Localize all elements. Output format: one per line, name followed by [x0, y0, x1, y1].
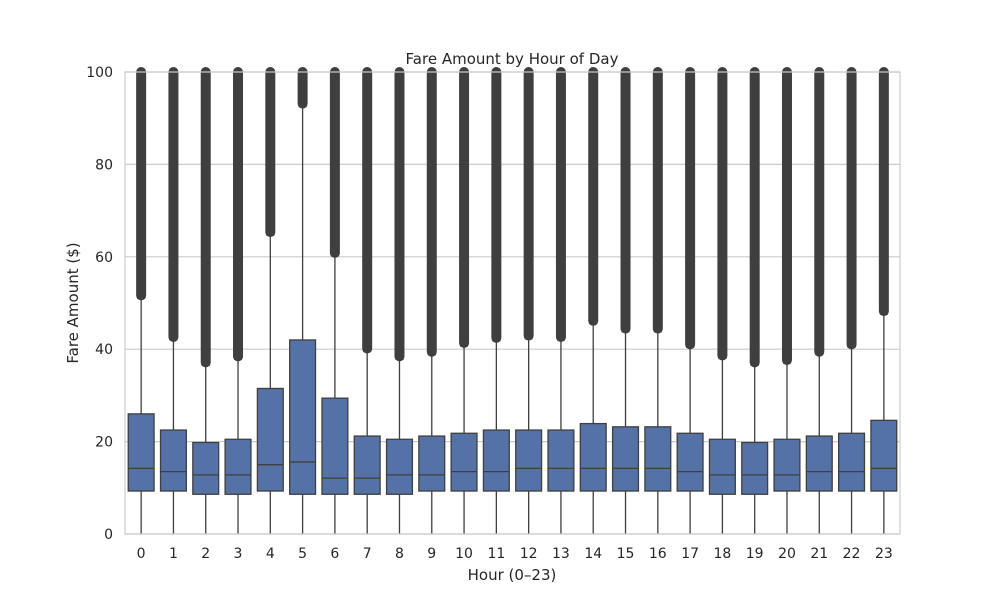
- box-iqr: [741, 441, 769, 495]
- box-hour-9: [418, 354, 446, 534]
- box-hour-3: [224, 358, 252, 534]
- box-iqr: [127, 413, 155, 492]
- box-iqr: [353, 435, 381, 495]
- box-iqr: [547, 429, 575, 492]
- box-hour-8: [385, 358, 414, 534]
- box-hour-6: [321, 255, 349, 534]
- box-hour-20: [773, 362, 801, 534]
- x-axis-label: Hour (0–23): [468, 566, 557, 584]
- box-iqr: [450, 432, 478, 492]
- box-hour-4: [256, 234, 284, 534]
- box-hour-16: [644, 330, 672, 534]
- x-tick-label: 9: [427, 546, 436, 562]
- box-hour-22: [837, 346, 866, 534]
- box-iqr: [644, 426, 672, 492]
- box-hour-21: [805, 354, 833, 534]
- x-tick-label: 7: [363, 546, 372, 562]
- box-hour-0: [127, 297, 155, 534]
- x-tick-label: 3: [234, 546, 243, 562]
- box-hour-1: [159, 339, 188, 534]
- box-iqr: [579, 422, 607, 492]
- x-tick-label: 10: [455, 546, 473, 562]
- x-tick-label: 22: [843, 546, 861, 562]
- box-iqr: [676, 432, 704, 492]
- x-tick-label: 16: [649, 546, 667, 562]
- box-hour-23: [870, 313, 898, 534]
- box-iqr: [482, 429, 510, 492]
- plot-frame: [124, 71, 901, 535]
- box-iqr: [870, 419, 898, 492]
- box-hour-15: [611, 330, 640, 534]
- box-hour-7: [353, 350, 381, 534]
- box-layer: [127, 106, 898, 534]
- box-hour-5: [289, 106, 317, 534]
- box-hour-18: [708, 357, 736, 534]
- box-iqr: [256, 387, 284, 492]
- box-iqr: [321, 397, 349, 495]
- box-iqr: [159, 429, 188, 492]
- x-tick-label: 5: [298, 546, 307, 562]
- x-tick-label: 19: [746, 546, 764, 562]
- x-tick-label: 2: [201, 546, 210, 562]
- box-iqr: [418, 435, 446, 492]
- x-tick-label: 17: [681, 546, 699, 562]
- chart-title: Fare Amount by Hour of Day: [406, 50, 619, 68]
- box-hour-19: [741, 364, 769, 534]
- box-iqr: [224, 438, 252, 495]
- y-tick-label: 0: [104, 527, 113, 543]
- box-iqr: [289, 339, 317, 495]
- box-iqr: [805, 435, 833, 492]
- x-tick-label: 15: [617, 546, 635, 562]
- y-tick-label: 100: [86, 65, 113, 81]
- box-hour-14: [579, 323, 607, 534]
- box-hour-13: [547, 339, 575, 534]
- box-hour-12: [515, 337, 543, 534]
- y-tick-labels: 0 20 40 60 80 100: [86, 65, 113, 543]
- x-tick-labels: 0 1 2 3 4 5 6 7 8 9 10 11 12 13 14 15 16 17 18 19 20 21 22 23: [137, 546, 893, 562]
- outlier-layer: [136, 67, 889, 368]
- x-tick-label: 14: [584, 546, 602, 562]
- x-tick-label: 12: [520, 546, 538, 562]
- x-tick-label: 11: [487, 546, 505, 562]
- box-hour-10: [450, 345, 478, 534]
- box-iqr: [837, 432, 866, 492]
- x-tick-label: 13: [552, 546, 570, 562]
- box-iqr: [385, 438, 414, 495]
- y-tick-label: 60: [95, 250, 113, 266]
- x-tick-label: 8: [395, 546, 404, 562]
- box-hour-2: [192, 364, 220, 534]
- box-hour-17: [676, 346, 704, 534]
- box-hour-11: [482, 340, 510, 534]
- x-tick-label: 0: [137, 546, 146, 562]
- x-tick-label: 18: [713, 546, 731, 562]
- y-axis-label: Fare Amount ($): [64, 242, 82, 363]
- y-tick-label: 80: [95, 157, 113, 173]
- x-tick-label: 23: [875, 546, 893, 562]
- box-iqr: [515, 429, 543, 492]
- box-iqr: [708, 438, 736, 495]
- box-iqr: [611, 426, 640, 492]
- x-tick-label: 21: [810, 546, 828, 562]
- x-tick-label: 20: [778, 546, 796, 562]
- y-tick-label: 40: [95, 342, 113, 358]
- x-tick-label: 6: [330, 546, 339, 562]
- y-tick-label: 20: [95, 435, 113, 451]
- box-iqr: [773, 438, 801, 492]
- x-tick-label: 4: [266, 546, 275, 562]
- box-iqr: [192, 441, 220, 495]
- x-tick-label: 1: [169, 546, 178, 562]
